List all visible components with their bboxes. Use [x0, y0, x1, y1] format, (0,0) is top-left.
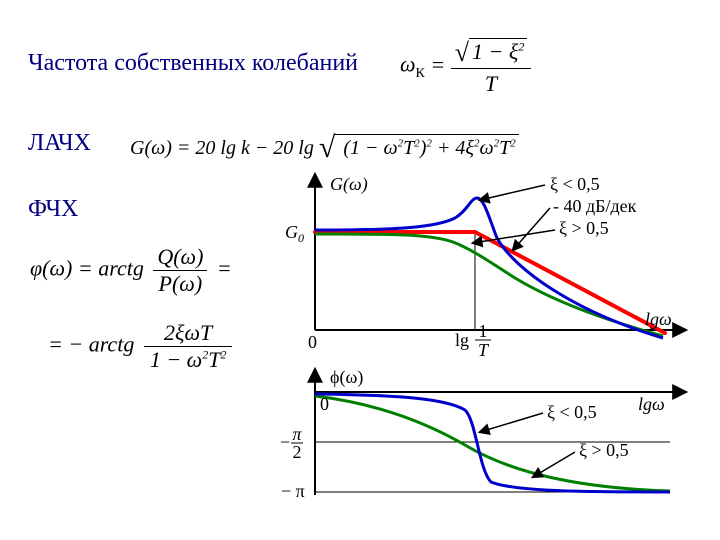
ann-xi-lt2: ξ < 0,5 [547, 402, 597, 422]
svg-text:−: − [280, 432, 290, 452]
lt3: T [499, 137, 510, 159]
heading-fchh: ФЧХ [28, 196, 78, 223]
formula-lachh: G(ω) = 20 lg k − 20 lg √ (1 − ω2T2)2 + 4… [130, 128, 519, 162]
p2b: T [208, 347, 220, 372]
n1e: 2 [518, 40, 524, 54]
lbl-lg: lg [455, 330, 469, 350]
lbl-phi: ϕ(ω) [330, 367, 363, 388]
lbl-G0: G [285, 222, 298, 242]
la: (1 − ω [343, 137, 397, 159]
heading-freq: Частота собственных колебаний [28, 50, 358, 77]
lbl-lgw2: lgω [638, 394, 665, 414]
lb: T [403, 137, 414, 159]
phi-eq: = [217, 256, 232, 281]
t-pi2d: 2 [293, 442, 302, 462]
phi-top: Q(ω) [153, 244, 207, 271]
n1: 1 − ξ [472, 39, 518, 64]
plot-magnitude: G(ω) lgω 0 G0 lg 1 T ξ < 0,5 - 40 дБ/дек… [285, 174, 685, 360]
lbl-lg-top: 1 [479, 321, 488, 341]
t-pi2n: π [292, 424, 302, 444]
ann-xi-gt1: ξ > 0,5 [559, 218, 609, 238]
svg-text:G0: G0 [285, 222, 304, 245]
lt1: + 4ξ [437, 137, 474, 159]
lbl-zero2: 0 [320, 394, 329, 414]
ann-xi-lt1: ξ < 0,5 [550, 174, 600, 194]
lachh-lhs: G(ω) = 20 lg k − 20 lg [130, 137, 314, 159]
lbl-G: G(ω) [330, 174, 368, 195]
plots: G(ω) lgω 0 G0 lg 1 T ξ < 0,5 - 40 дБ/дек… [275, 170, 705, 510]
phi2-top: 2ξωT [144, 320, 233, 347]
formula-phi1: φ(ω) = arctg Q(ω) P(ω) = [30, 244, 232, 297]
heading-lachh: ЛАЧХ [28, 130, 91, 157]
formula-omega-k: ωК = √1 − ξ2 T [400, 36, 531, 97]
p2a: 1 − ω [150, 347, 202, 372]
ann-slope: - 40 дБ/дек [553, 196, 637, 216]
ann-xi-gt2: ξ > 0,5 [579, 440, 629, 460]
phi-bot: P(ω) [153, 271, 207, 297]
lbl-G0s: 0 [298, 231, 304, 245]
lbl-zero1: 0 [308, 332, 317, 352]
lbl-lg-bot: T [478, 340, 490, 360]
omega-k-denom: T [451, 69, 532, 97]
formula-phi2: = − arctg 2ξωT 1 − ω2T2 [48, 320, 232, 373]
phi2-pre: = − arctg [48, 332, 134, 357]
lt2: ω [479, 137, 493, 159]
t-pi: − π [281, 481, 305, 501]
lbl-lgw1: lgω [645, 309, 672, 329]
sym-omega: ω [400, 52, 416, 77]
phi-lhs: φ(ω) = arctg [30, 256, 144, 281]
plot-phase: ϕ(ω) lgω 0 − π 2 − π ξ < 0,5 ξ > 0,5 [280, 367, 685, 501]
sym-omega-sub: К [416, 66, 425, 81]
